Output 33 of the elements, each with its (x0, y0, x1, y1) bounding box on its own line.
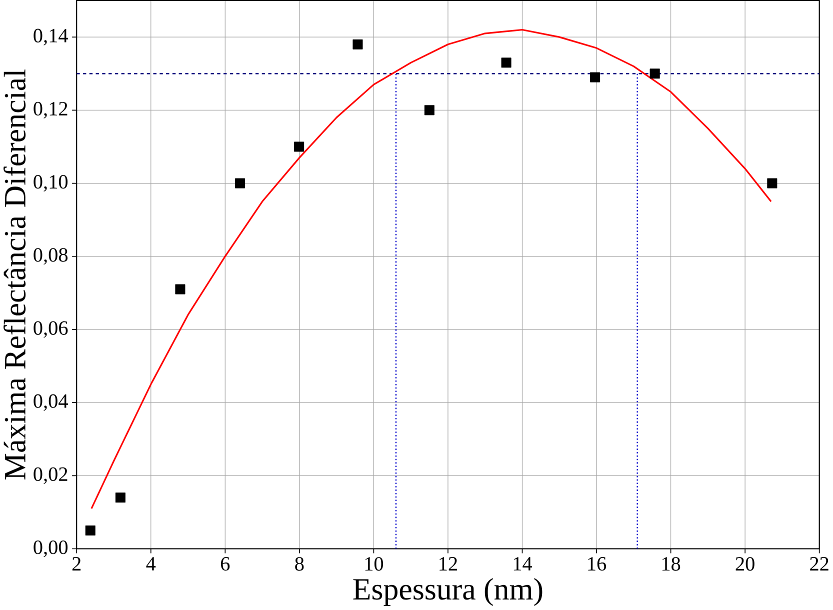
x-tick-label: 14 (514, 557, 532, 571)
y-tick-label: 0,12 (34, 102, 68, 119)
point (294, 142, 304, 152)
y-tick-label: 0,00 (34, 540, 68, 558)
point (590, 72, 600, 83)
y-tick-label: 0,06 (34, 321, 68, 338)
x-tick-label: 8 (295, 557, 304, 571)
x-tick-label: 18 (662, 557, 680, 571)
x-tick-label: 20 (736, 557, 754, 571)
x-tick-label: 6 (220, 557, 230, 571)
point (352, 40, 363, 50)
point (235, 178, 246, 188)
line-series (90, 29, 772, 510)
point (424, 105, 434, 116)
point (501, 58, 512, 68)
point (115, 492, 126, 503)
x-tick-label: 4 (146, 557, 156, 571)
point (650, 68, 660, 79)
point (175, 284, 186, 294)
y-axis-title: Máxima Reflectância Diferencial (4, 70, 26, 480)
point (767, 178, 778, 188)
y-tick-label: 0,08 (34, 248, 68, 265)
point (85, 526, 96, 536)
x-axis-title: Espessura (nm) (353, 578, 542, 606)
x-tick-label: 10 (365, 557, 384, 571)
x-tick-label: 12 (440, 557, 457, 571)
y-tick-label: 0,02 (34, 468, 68, 484)
y-tick-label: 0,10 (34, 175, 68, 192)
y-tick-label: 0,04 (34, 394, 68, 412)
x-tick-label: 16 (588, 557, 606, 571)
x-tick-label: 22 (810, 557, 828, 571)
x-tick-label: 2 (72, 557, 81, 571)
y-tick-label: 0,14 (34, 29, 68, 46)
